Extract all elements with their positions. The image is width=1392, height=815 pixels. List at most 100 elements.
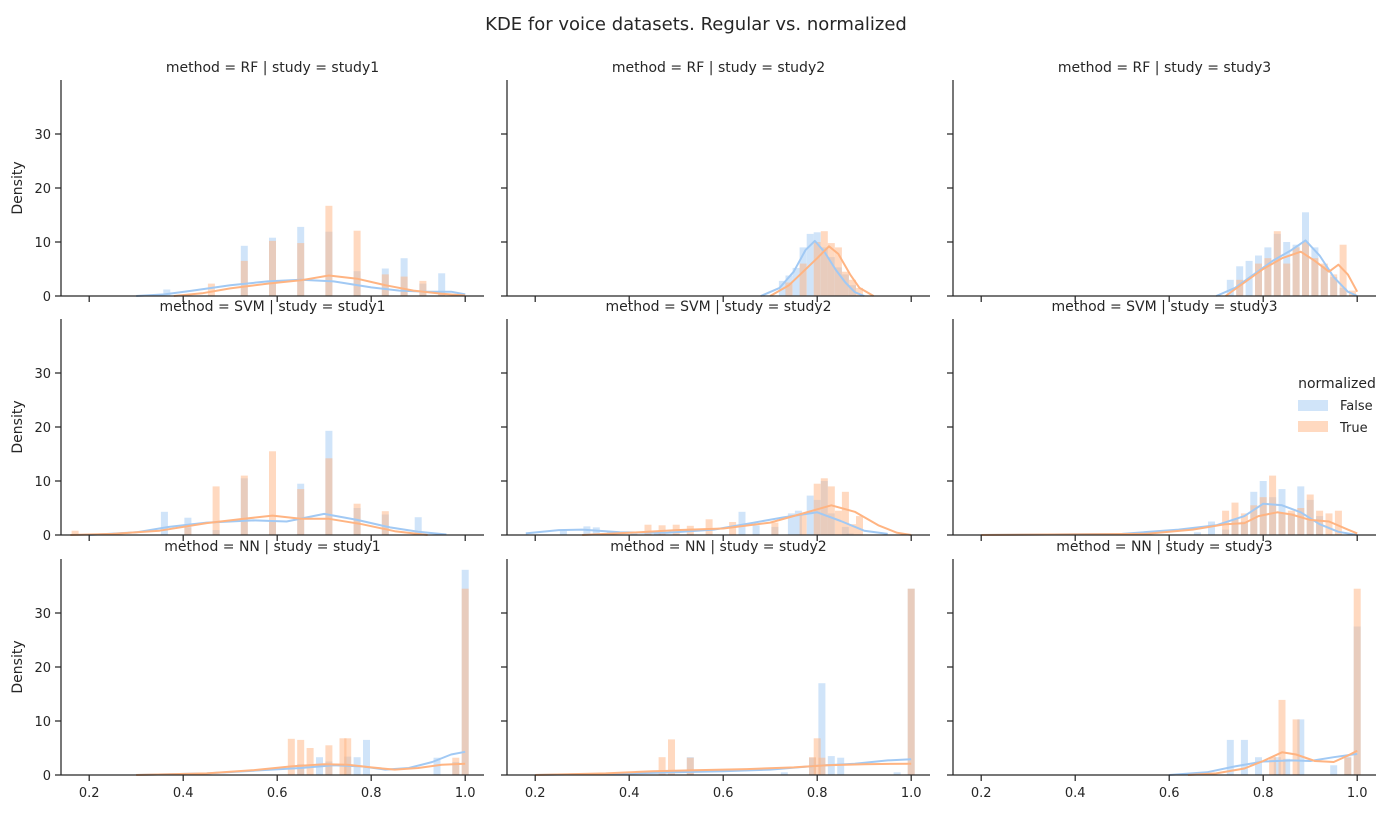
hist-bar-true	[297, 243, 305, 296]
y-tick-label: 10	[34, 475, 51, 490]
hist-bar-true	[1316, 510, 1324, 535]
hist-bar-true	[668, 739, 675, 775]
y-tick-label: 20	[34, 182, 51, 197]
hist-bar-false	[653, 532, 661, 535]
figure-title: KDE for voice datasets. Regular vs. norm…	[485, 14, 907, 35]
x-tick-label: 1.0	[901, 786, 922, 801]
hist-bar-true	[1302, 242, 1309, 296]
kde-line-true	[70, 514, 428, 536]
hist-bar-true	[907, 588, 915, 775]
hist-bar-true	[686, 757, 694, 775]
hist-bar-true	[813, 242, 821, 296]
x-tick-label: 0.6	[713, 786, 734, 801]
hist-bar-true	[419, 280, 427, 296]
hist-bar-false	[738, 511, 746, 535]
legend-swatch-true	[1298, 421, 1328, 432]
hist-bar-true	[1278, 699, 1286, 775]
x-tick-label: 1.0	[1347, 786, 1368, 801]
hist-bar-false	[1226, 739, 1234, 775]
kde-line-false	[1169, 752, 1358, 776]
y-tick-label: 30	[34, 367, 51, 382]
hist-bar-true	[297, 489, 305, 535]
hist-bar-true	[1330, 274, 1338, 296]
panel: method = SVM | study = study2	[501, 299, 930, 541]
hist-bar-false	[438, 273, 446, 296]
hist-bar-false	[787, 513, 795, 535]
hist-bar-true	[1344, 757, 1352, 775]
kde-line-true	[136, 762, 466, 776]
kde-line-true	[173, 274, 466, 297]
hist-bar-true	[353, 230, 361, 296]
hist-bar-true	[1240, 513, 1248, 535]
y-tick-label: 10	[34, 715, 51, 730]
y-axis-label: Density	[10, 640, 26, 693]
legend-swatch-false	[1298, 400, 1328, 411]
hist-bar-true	[1325, 513, 1333, 535]
hist-bar-true	[269, 451, 276, 535]
panel: method = SVM | study = study1 0 10 20 30 Dens…	[10, 299, 484, 544]
hist-bar-true	[827, 486, 835, 535]
hist-bar-true	[1255, 263, 1262, 296]
hist-bar-false	[806, 495, 814, 535]
hist-bar-true	[799, 263, 807, 296]
x-tick-label: 0.6	[1159, 786, 1180, 801]
hist-bar-true	[1278, 513, 1286, 535]
hist-bar-true	[184, 527, 192, 535]
hist-bar-true	[325, 745, 333, 775]
y-tick-label: 20	[34, 661, 51, 676]
hist-bar-true	[306, 748, 314, 775]
panel-title: method = RF | study = study1	[166, 60, 379, 76]
hist-bar-true	[325, 205, 333, 296]
panel: method = SVM | study = study3	[947, 299, 1376, 541]
x-tick-label: 0.4	[173, 786, 194, 801]
x-tick-label: 0.2	[79, 786, 100, 801]
panel-title: method = NN | study = study3	[1056, 539, 1272, 555]
hist-bar-false	[630, 532, 638, 535]
panel: method = RF | study = study1 0 10 20 30 Densi…	[10, 60, 484, 305]
hist-bar-true	[841, 491, 849, 535]
hist-bar-true	[1334, 510, 1342, 535]
hist-bar-true	[849, 279, 856, 296]
kde-line-true	[1187, 749, 1358, 776]
panel-title: method = RF | study = study3	[1058, 60, 1271, 76]
hist-bar-true	[1273, 231, 1281, 296]
hist-bar-false	[363, 739, 370, 775]
panel-title: method = SVM | study = study3	[1051, 299, 1277, 315]
hist-bar-true	[856, 287, 863, 296]
kde-line-true	[535, 762, 912, 776]
hist-bar-true	[1292, 719, 1300, 775]
hist-bar-false	[1283, 758, 1291, 775]
hist-bar-false	[818, 683, 826, 775]
hist-bar-true	[644, 524, 652, 535]
hist-bar-true	[339, 738, 347, 775]
hist-bar-true	[813, 738, 821, 775]
x-tick-label: 0.4	[1065, 786, 1086, 801]
panel-title: method = SVM | study = study1	[159, 299, 385, 315]
kde-line-true	[769, 245, 875, 297]
y-tick-label: 0	[43, 290, 51, 305]
hist-bar-true	[400, 276, 408, 296]
hist-bar-true	[799, 513, 807, 535]
hist-bar-true	[287, 738, 295, 775]
x-tick-label: 0.8	[361, 786, 382, 801]
panel-title: method = SVM | study = study2	[605, 299, 831, 315]
hist-bar-true	[834, 510, 842, 535]
hist-bar-true	[849, 524, 856, 535]
hist-bar-false	[1193, 532, 1201, 535]
hist-bar-true	[856, 516, 863, 535]
x-tick-label: 0.6	[267, 786, 288, 801]
hist-bar-true	[71, 530, 79, 535]
hist-bar-true	[1311, 258, 1319, 296]
hist-bar-false	[559, 530, 567, 535]
kde-line-false	[89, 512, 447, 536]
panel: method = RF | study = study2	[501, 60, 930, 302]
x-tick-label: 1.0	[455, 786, 476, 801]
hist-bar-false	[1273, 757, 1281, 775]
y-axis-label: Density	[10, 161, 26, 214]
y-axis-label: Density	[10, 400, 26, 453]
hist-bar-false	[1226, 279, 1234, 296]
y-tick-label: 10	[34, 236, 51, 251]
hist-bar-false	[780, 772, 788, 775]
panel: method = RF | study = study3	[947, 60, 1376, 302]
y-tick-label: 0	[43, 769, 51, 784]
